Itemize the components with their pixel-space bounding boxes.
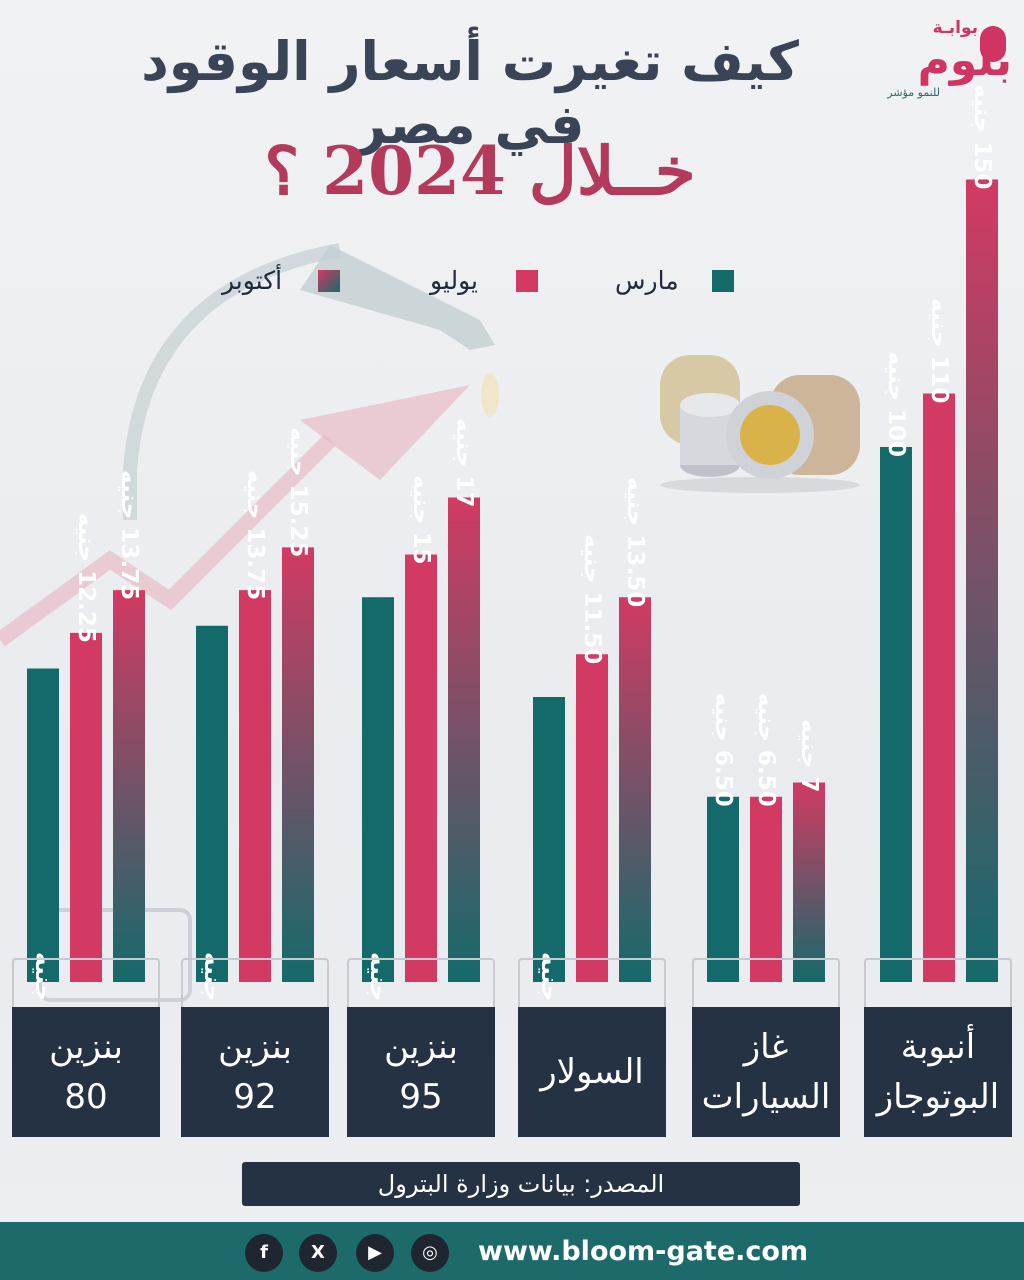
category-label: بنزين 92 <box>181 1007 329 1137</box>
category-label: بنزين 95 <box>347 1007 495 1137</box>
legend-swatch <box>516 270 538 292</box>
bar-value-label: 13.50 جنيه <box>622 477 648 607</box>
bar-march <box>196 625 228 982</box>
bar-march <box>707 796 739 982</box>
bar-july <box>576 654 608 982</box>
logo-tagline: للنمو مؤشر <box>887 86 940 99</box>
trend-arrow-head-icon <box>300 385 470 480</box>
bar-value-label: 6.50 جنيه <box>753 693 779 807</box>
coin-icon <box>726 391 814 479</box>
legend-swatch <box>712 270 734 292</box>
legend-label: أكتوبر <box>222 266 283 295</box>
bar-value-label: 12.25 جنيه <box>73 513 99 643</box>
bar-october <box>619 597 651 982</box>
bar-july <box>70 632 102 982</box>
footer-bar <box>0 1222 1024 1280</box>
facebook-icon[interactable]: f <box>245 1234 283 1272</box>
bar-value-label: 17 جنيه <box>451 418 477 507</box>
page-subtitle: خــلال 2024 ؟ <box>264 132 696 210</box>
bar-march <box>880 447 912 982</box>
category-label: أنبوبة البوتوجاز <box>864 1007 1012 1137</box>
bar-october <box>282 547 314 982</box>
bar-value-label: 6.50 جنيه <box>710 693 736 807</box>
youtube-icon[interactable]: ▶ <box>356 1234 394 1272</box>
logo: بوابـة بلوم للنمو مؤشر <box>868 18 1018 99</box>
x-icon[interactable]: X <box>299 1234 337 1272</box>
fuel-hose-icon <box>123 243 342 520</box>
category-label-line: 80 <box>64 1077 108 1117</box>
bar-value-label: 110 جنيه <box>926 298 952 403</box>
source-note: المصدر: بيانات وزارة البترول <box>242 1162 800 1206</box>
bar-march <box>27 668 59 982</box>
category-label-line: 92 <box>233 1077 277 1117</box>
bar-value-label: 13.75 جنيه <box>242 470 268 600</box>
trend-arrow-icon <box>0 434 336 647</box>
category-label: غاز السيارات <box>692 1007 840 1137</box>
instagram-icon[interactable]: ◎ <box>411 1234 449 1272</box>
website-link[interactable]: www.bloom-gate.com <box>478 1236 809 1267</box>
page-title: كيف تغيرت أسعار الوقود في مصر <box>141 30 799 156</box>
category-label-line: بنزين <box>218 1027 292 1067</box>
category-label-line: غاز <box>743 1027 789 1067</box>
bar-value-label: 11.50 جنيه <box>579 534 605 664</box>
category-label-line: 95 <box>399 1077 443 1117</box>
bar-october <box>966 179 998 982</box>
bar-july <box>239 590 271 982</box>
fuel-drop-icon <box>481 373 499 417</box>
bar-july <box>750 796 782 982</box>
fuel-nozzle-icon <box>300 245 495 350</box>
category-label-line: السولار <box>540 1052 644 1092</box>
bar-value-label: 15.25 جنيه <box>285 427 311 557</box>
category-label-line: البوتوجاز <box>876 1077 1000 1117</box>
bar-july <box>405 554 437 982</box>
bar-october <box>113 590 145 982</box>
money-illustration <box>660 355 860 493</box>
category-label-line: بنزين <box>49 1027 123 1067</box>
category-label: بنزين 80 <box>12 1007 160 1137</box>
bar-july <box>923 393 955 982</box>
legend-swatch <box>318 270 340 292</box>
logo-name: بلوم <box>917 35 1012 86</box>
category-label: السولار <box>518 1007 666 1137</box>
bar-march <box>362 597 394 982</box>
category-label-line: السيارات <box>701 1077 831 1117</box>
microphone-icon <box>980 26 1006 62</box>
legend-label: مارس <box>615 266 679 295</box>
logo-small-text: بوابـة <box>932 18 978 38</box>
bar-value-label: 7 جنيه <box>796 719 822 792</box>
category-label-line: أنبوبة <box>900 1027 976 1067</box>
bar-value-label: 13.75 جنيه <box>116 470 142 600</box>
bar-march <box>533 697 565 982</box>
bar-value-label: 100 جنيه <box>883 352 909 457</box>
bar-value-label: 15 جنيه <box>408 475 434 564</box>
legend-label: يوليو <box>430 266 478 295</box>
category-label-line: بنزين <box>384 1027 458 1067</box>
bar-october <box>793 782 825 982</box>
bar-value-label: 150 جنيه <box>969 84 995 189</box>
bar-october <box>448 497 480 982</box>
